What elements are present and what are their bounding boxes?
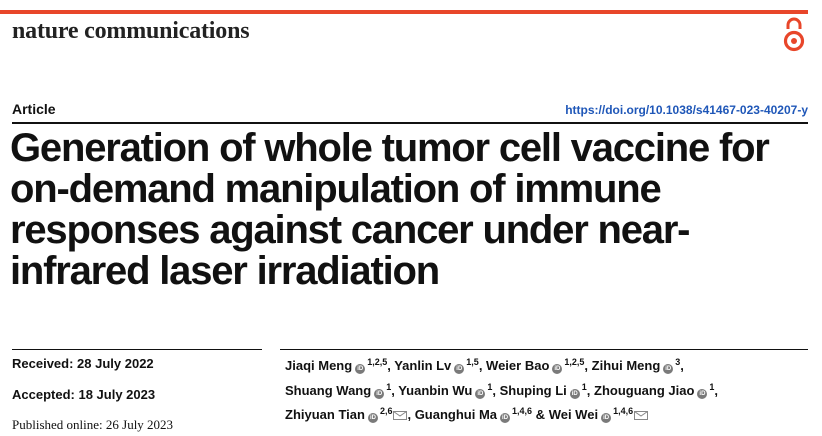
orcid-icon[interactable]: iD	[475, 388, 486, 399]
author-name[interactable]: Zhouguang Jiao iD1	[594, 381, 715, 399]
author-separator: ,	[714, 382, 719, 398]
author-separator: ,	[391, 382, 399, 398]
open-access-icon	[783, 17, 805, 52]
accepted-date: Accepted: 18 July 2023	[12, 387, 156, 402]
author-name[interactable]: Yuanbin Wu iD1	[398, 381, 493, 399]
article-type: Article	[12, 101, 56, 117]
orcid-icon[interactable]: iD	[663, 364, 674, 374]
author-name[interactable]: Yanlin Lv iD1,5	[394, 357, 479, 374]
orcid-icon[interactable]: iD	[367, 413, 378, 423]
affiliation-superscript: 1	[709, 381, 715, 392]
journal-name[interactable]: nature communications	[12, 18, 250, 44]
author-name[interactable]: Wei Wei iD1,4,6	[548, 406, 649, 423]
affiliation-superscript: 1,4,6	[512, 406, 533, 416]
doi-link[interactable]: https://doi.org/10.1038/s41467-023-40207…	[565, 103, 808, 117]
author-name-text: Wei Wei	[548, 407, 599, 422]
email-icon[interactable]	[634, 411, 649, 420]
orcid-icon[interactable]: iD	[355, 364, 366, 374]
author-separator: ,	[584, 358, 592, 373]
author-separator: ,	[407, 407, 415, 422]
author-name-text: Shuping Li	[499, 382, 567, 398]
affiliation-superscript: 1	[581, 381, 587, 392]
author-name-text: Weier Bao	[486, 358, 550, 373]
author-separator: &	[532, 407, 549, 422]
author-name[interactable]: Guanghui Ma iD1,4,6	[414, 406, 533, 423]
orcid-icon[interactable]: iD	[697, 388, 708, 399]
affiliation-superscript: 1,2,5	[367, 357, 388, 367]
author-name-text: Zhiyuan Tian	[285, 407, 365, 422]
authors-divider	[280, 349, 808, 350]
affiliation-superscript: 2,6	[379, 406, 393, 416]
top-accent-bar	[0, 10, 808, 14]
author-name-text: Shuang Wang	[285, 382, 372, 398]
author-name-text: Zihui Meng	[591, 358, 661, 373]
author-separator: ,	[478, 358, 487, 373]
author-name-text: Yanlin Lv	[394, 358, 452, 373]
author-name-text: Guanghui Ma	[414, 407, 498, 422]
author-separator: ,	[492, 382, 500, 398]
orcid-icon[interactable]: iD	[601, 413, 612, 423]
author-name[interactable]: Weier Bao iD1,2,5	[486, 357, 585, 374]
orcid-icon[interactable]: iD	[500, 413, 511, 423]
affiliation-superscript: 1	[487, 381, 493, 392]
author-name[interactable]: Shuping Li iD1	[499, 381, 587, 399]
affiliation-superscript: 1,2,5	[564, 357, 585, 367]
orcid-icon[interactable]: iD	[569, 388, 580, 399]
received-date: Received: 28 July 2022	[12, 356, 154, 371]
published-date: Published online: 26 July 2023	[12, 417, 174, 432]
author-name[interactable]: Shuang Wang iD1	[285, 381, 392, 399]
author-list: Jiaqi Meng iD1,2,5, Yanlin Lv iD1,5, Weier…	[285, 352, 807, 426]
author-name[interactable]: Zhiyuan Tian iD2,6	[285, 406, 408, 423]
orcid-icon[interactable]: iD	[552, 364, 563, 374]
affiliation-superscript: 1,5	[466, 357, 479, 367]
orcid-icon[interactable]: iD	[454, 364, 465, 374]
author-name-text: Yuanbin Wu	[398, 382, 473, 398]
author-name-text: Jiaqi Meng	[285, 358, 353, 373]
affiliation-superscript: 1	[386, 381, 392, 392]
affiliation-superscript: 3	[675, 357, 681, 367]
author-name[interactable]: Jiaqi Meng iD1,2,5	[285, 357, 388, 374]
dates-divider	[12, 349, 262, 350]
affiliation-superscript: 1,4,6	[613, 406, 634, 416]
article-title: Generation of whole tumor cell vaccine f…	[10, 126, 770, 293]
author-separator: ,	[680, 358, 684, 373]
author-separator: ,	[586, 382, 595, 398]
title-divider	[12, 122, 808, 124]
author-name[interactable]: Zihui Meng iD3	[591, 357, 681, 374]
orcid-icon[interactable]: iD	[374, 388, 385, 399]
author-name-text: Zhouguang Jiao	[594, 382, 695, 398]
email-icon[interactable]	[393, 411, 408, 420]
author-separator: ,	[387, 358, 395, 373]
